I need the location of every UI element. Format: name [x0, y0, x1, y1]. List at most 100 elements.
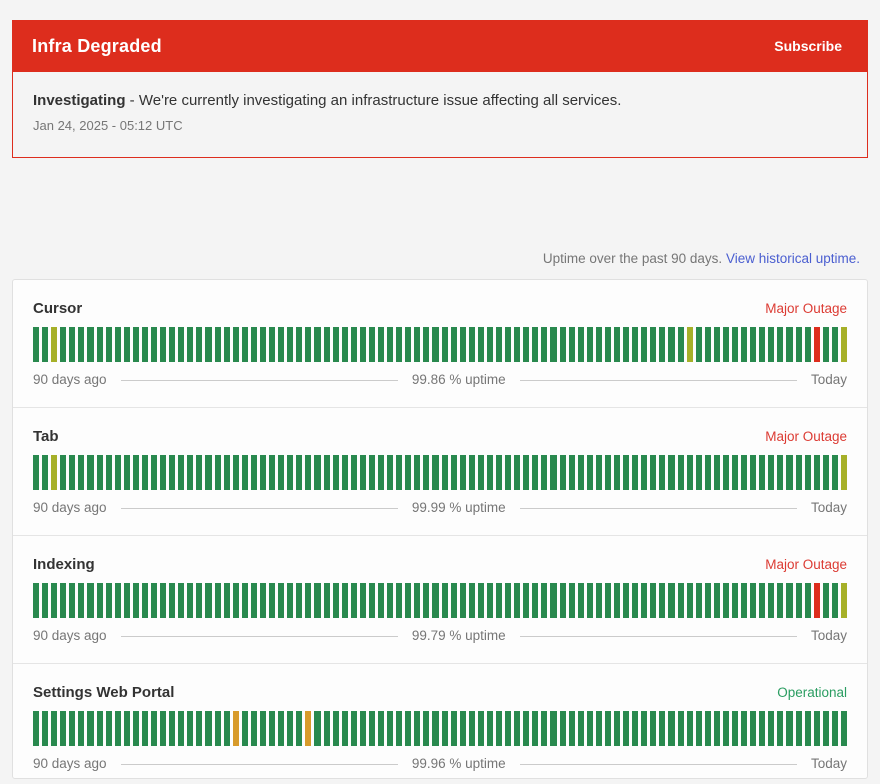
uptime-bar[interactable] — [160, 455, 167, 490]
uptime-bar[interactable] — [178, 327, 185, 362]
uptime-bar[interactable] — [459, 583, 466, 618]
uptime-bar[interactable] — [532, 327, 539, 362]
uptime-bar[interactable] — [60, 455, 67, 490]
uptime-bar[interactable] — [514, 583, 521, 618]
uptime-bar[interactable] — [278, 711, 285, 746]
uptime-bar[interactable] — [196, 711, 203, 746]
uptime-bar[interactable] — [541, 711, 548, 746]
uptime-bar[interactable] — [141, 327, 149, 362]
uptime-bar[interactable] — [840, 711, 848, 746]
uptime-bar[interactable] — [477, 327, 484, 362]
uptime-bar[interactable] — [141, 455, 149, 490]
uptime-bar[interactable] — [123, 711, 130, 746]
uptime-bar[interactable] — [414, 455, 421, 490]
uptime-bar[interactable] — [822, 455, 829, 490]
uptime-bar[interactable] — [259, 583, 267, 618]
uptime-bar[interactable] — [114, 327, 121, 362]
uptime-bar[interactable] — [614, 455, 621, 490]
uptime-bar[interactable] — [813, 327, 820, 362]
uptime-bar[interactable] — [732, 583, 739, 618]
uptime-bar[interactable] — [87, 583, 94, 618]
uptime-bar[interactable] — [132, 455, 139, 490]
uptime-bar[interactable] — [632, 583, 639, 618]
uptime-bar[interactable] — [768, 327, 775, 362]
uptime-bar[interactable] — [568, 455, 575, 490]
uptime-bar[interactable] — [840, 583, 848, 618]
uptime-bar[interactable] — [686, 455, 693, 490]
uptime-bar[interactable] — [377, 583, 385, 618]
uptime-bar[interactable] — [187, 583, 194, 618]
uptime-bar[interactable] — [459, 327, 466, 362]
uptime-bar[interactable] — [78, 711, 85, 746]
uptime-bar[interactable] — [33, 455, 40, 490]
uptime-bar[interactable] — [495, 711, 503, 746]
uptime-bar[interactable] — [87, 327, 94, 362]
uptime-bar[interactable] — [51, 455, 58, 490]
uptime-bar[interactable] — [287, 711, 294, 746]
uptime-bar[interactable] — [205, 327, 212, 362]
uptime-bar[interactable] — [51, 711, 58, 746]
uptime-bar[interactable] — [486, 327, 493, 362]
uptime-bar[interactable] — [305, 711, 312, 746]
uptime-bar[interactable] — [750, 583, 757, 618]
uptime-bar[interactable] — [341, 455, 348, 490]
uptime-bar[interactable] — [151, 711, 158, 746]
uptime-bar[interactable] — [387, 711, 394, 746]
uptime-bar[interactable] — [414, 327, 421, 362]
uptime-bar[interactable] — [659, 327, 666, 362]
uptime-bar[interactable] — [695, 583, 702, 618]
uptime-bar[interactable] — [323, 583, 330, 618]
uptime-bar[interactable] — [287, 455, 294, 490]
uptime-bar[interactable] — [60, 327, 67, 362]
uptime-bar[interactable] — [341, 583, 348, 618]
uptime-bar[interactable] — [559, 583, 566, 618]
uptime-bar[interactable] — [368, 327, 375, 362]
uptime-bar[interactable] — [296, 711, 303, 746]
uptime-bar[interactable] — [314, 327, 321, 362]
uptime-bar[interactable] — [713, 455, 720, 490]
uptime-bar[interactable] — [831, 327, 838, 362]
uptime-bar[interactable] — [414, 711, 421, 746]
uptime-bar[interactable] — [477, 711, 484, 746]
uptime-bar[interactable] — [732, 711, 739, 746]
uptime-bar[interactable] — [586, 455, 593, 490]
uptime-bar[interactable] — [650, 711, 657, 746]
uptime-bar[interactable] — [505, 327, 512, 362]
uptime-bar[interactable] — [459, 711, 466, 746]
uptime-bar[interactable] — [241, 455, 248, 490]
uptime-bar[interactable] — [259, 711, 267, 746]
uptime-bar[interactable] — [695, 327, 702, 362]
uptime-bar[interactable] — [523, 327, 530, 362]
uptime-bar[interactable] — [250, 455, 257, 490]
uptime-bar[interactable] — [160, 583, 167, 618]
uptime-bar[interactable] — [69, 455, 76, 490]
uptime-bar[interactable] — [169, 455, 176, 490]
uptime-bar[interactable] — [87, 455, 94, 490]
uptime-bar[interactable] — [151, 327, 158, 362]
uptime-bar[interactable] — [750, 711, 757, 746]
uptime-bar[interactable] — [686, 327, 693, 362]
uptime-bar[interactable] — [169, 711, 176, 746]
uptime-bar[interactable] — [269, 711, 276, 746]
uptime-bar[interactable] — [695, 711, 702, 746]
uptime-bar[interactable] — [441, 455, 448, 490]
uptime-bar[interactable] — [314, 455, 321, 490]
uptime-bar[interactable] — [396, 583, 403, 618]
uptime-bar[interactable] — [132, 583, 139, 618]
uptime-bar[interactable] — [595, 327, 602, 362]
uptime-bar[interactable] — [641, 583, 648, 618]
uptime-bar[interactable] — [42, 711, 49, 746]
uptime-bar[interactable] — [523, 711, 530, 746]
uptime-bar[interactable] — [623, 711, 630, 746]
uptime-bar[interactable] — [840, 455, 848, 490]
uptime-bar[interactable] — [223, 711, 230, 746]
uptime-bar[interactable] — [831, 455, 838, 490]
uptime-bar[interactable] — [595, 455, 602, 490]
uptime-bar[interactable] — [114, 583, 121, 618]
uptime-bar[interactable] — [341, 327, 348, 362]
uptime-bar[interactable] — [595, 583, 602, 618]
uptime-bar[interactable] — [577, 455, 584, 490]
uptime-bar[interactable] — [704, 711, 711, 746]
uptime-bar[interactable] — [614, 583, 621, 618]
uptime-bar[interactable] — [160, 327, 167, 362]
